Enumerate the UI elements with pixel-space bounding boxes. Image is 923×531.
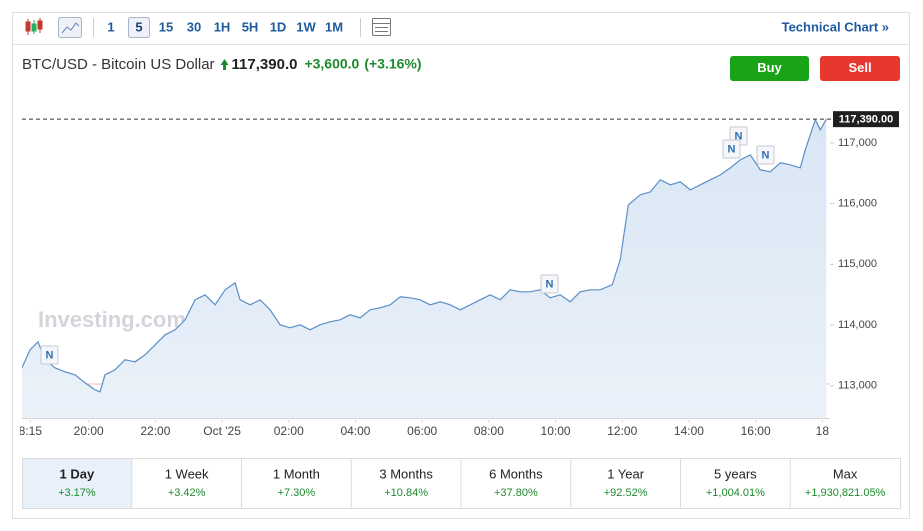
x-tick-label: 14:00 <box>674 424 704 438</box>
period-label[interactable]: 3 Months <box>379 466 433 481</box>
period-change[interactable]: +1,930,821.05% <box>805 487 886 499</box>
period-change[interactable]: +10.84% <box>384 487 428 499</box>
period-change[interactable]: +37.80% <box>494 487 538 499</box>
sell-button[interactable] <box>820 56 900 81</box>
y-tick-label: 113,000 <box>838 380 877 392</box>
y-tick-label: 115,000 <box>838 258 877 270</box>
y-tick-label: 114,000 <box>838 319 877 331</box>
x-axis: 8:15 20:00 22:00 Oct '25 02:00 04:00 06:00 08:0… <box>19 420 830 438</box>
interval-button[interactable]: 1D <box>270 19 287 34</box>
x-tick-label: 08:00 <box>474 424 504 438</box>
price-line <box>22 118 827 393</box>
price-change: +3,600.0 <box>304 56 359 72</box>
watermark: Investing.com <box>38 307 186 332</box>
interval-button[interactable]: 5 <box>135 19 142 34</box>
area-fill <box>22 119 827 418</box>
period-label[interactable]: 1 Week <box>165 466 209 481</box>
x-tick-label: 12:00 <box>607 424 637 438</box>
price: 117,390.0 <box>232 56 298 73</box>
x-tick-label: 04:00 <box>340 424 370 438</box>
sell-label[interactable]: Sell <box>848 60 871 75</box>
selected-interval-box <box>128 17 150 38</box>
period-label[interactable]: 1 Month <box>273 466 320 481</box>
news-marker-label[interactable]: N <box>735 130 743 142</box>
x-tick-label: 16:00 <box>741 424 771 438</box>
instrument-title: BTC/USD - Bitcoin US Dollar <box>22 56 215 73</box>
news-marker[interactable] <box>722 139 741 159</box>
buy-label[interactable]: Buy <box>757 60 782 75</box>
news-marker[interactable] <box>40 345 59 365</box>
y-axis: 113,000 114,000 115,000 116,000 117,000 <box>830 137 877 392</box>
news-marker-label[interactable]: N <box>728 143 736 155</box>
period-label[interactable]: 1 Year <box>607 466 645 481</box>
selected-period <box>23 459 132 508</box>
last-price-label: 117,390.00 <box>839 114 893 126</box>
x-tick-label: 20:00 <box>74 424 104 438</box>
y-tick-label: 117,000 <box>838 137 877 149</box>
buy-button[interactable] <box>730 56 809 81</box>
table-icon[interactable] <box>372 18 391 36</box>
period-label[interactable]: 5 years <box>714 466 757 481</box>
y-tick-label: 116,000 <box>838 197 877 209</box>
candle-icon[interactable] <box>25 18 43 35</box>
interval-button[interactable]: 1 <box>107 19 114 34</box>
x-tick-label: 02:00 <box>274 424 304 438</box>
news-marker-label[interactable]: N <box>546 278 554 290</box>
period-change[interactable]: +3.42% <box>168 487 206 499</box>
news-marker[interactable] <box>540 274 559 294</box>
area-icon <box>61 22 80 34</box>
period-tab-list: 1 Day +3.17% 1 Week +3.42% 1 Month +7.30% 3 Mo… <box>58 459 886 508</box>
x-tick-label: 22:00 <box>140 424 170 438</box>
price-change-pct: (+3.16%) <box>364 56 421 72</box>
x-tick-label: 06:00 <box>407 424 437 438</box>
period-label[interactable]: Max <box>833 466 858 481</box>
news-marker[interactable] <box>756 145 775 165</box>
news-marker-label[interactable]: N <box>762 149 770 161</box>
up-arrow <box>220 59 229 70</box>
plot-area: Investing.com <box>22 118 830 418</box>
interval-button[interactable]: 5H <box>242 19 259 34</box>
period-change[interactable]: +92.52% <box>604 487 648 499</box>
period-label[interactable]: 1 Day <box>60 466 95 481</box>
period-change[interactable]: +7.30% <box>278 487 316 499</box>
x-tick-label: 18 <box>816 424 830 438</box>
last-price-tag <box>833 111 899 128</box>
interval-button[interactable]: 1H <box>214 19 231 34</box>
period-change[interactable]: +3.17% <box>58 487 96 499</box>
x-tick-label: 10:00 <box>541 424 571 438</box>
interval-button[interactable]: 30 <box>187 19 201 34</box>
area-icon-box[interactable] <box>58 17 82 38</box>
period-label[interactable]: 6 Months <box>489 466 543 481</box>
interval-button[interactable]: 1W <box>296 19 316 34</box>
news-marker-label[interactable]: N <box>46 349 54 361</box>
interval-button[interactable]: 1M <box>325 19 343 34</box>
interval-button[interactable]: 15 <box>159 19 173 34</box>
x-tick-label: 8:15 <box>19 424 43 438</box>
x-tick-label: Oct '25 <box>203 424 241 438</box>
technical-chart-link[interactable]: Technical Chart » <box>782 19 889 34</box>
period-change[interactable]: +1,004.01% <box>706 487 765 499</box>
